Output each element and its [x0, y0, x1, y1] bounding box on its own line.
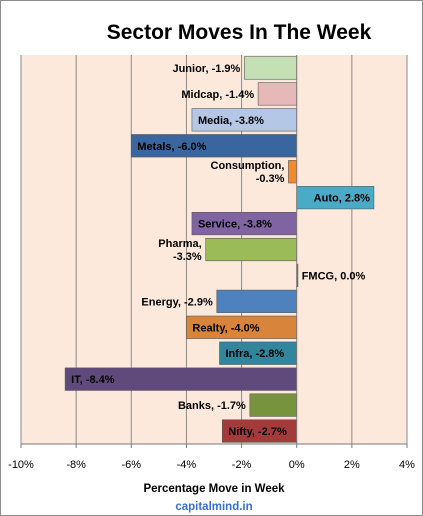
data-label: Realty, -4.0% [192, 322, 259, 334]
data-labels: Junior, -1.9% Midcap, -1.4% Media, -3.8% Me… [71, 63, 370, 438]
data-label: Nifty, -2.7% [228, 426, 287, 438]
x-tick-label: -8% [66, 459, 86, 471]
data-label: Metals, -6.0% [137, 141, 206, 153]
data-label: Junior, -1.9% [172, 63, 240, 75]
data-label: Media, -3.8% [198, 115, 264, 127]
data-label: Consumption, [211, 160, 285, 172]
data-label: Midcap, -1.4% [181, 89, 254, 101]
data-label: Auto, 2.8% [314, 193, 370, 205]
data-label: -3.3% [173, 251, 202, 263]
x-tick-label: -2% [232, 459, 252, 471]
x-tick-label: 2% [344, 459, 360, 471]
x-tick-label: -10% [8, 459, 34, 471]
bars [21, 55, 407, 445]
x-axis-title: Percentage Move in Week [143, 483, 285, 495]
data-label: FMCG, 0.0% [302, 270, 366, 282]
gridlines [20, 55, 408, 444]
x-tick-label: 4% [399, 459, 415, 471]
x-tick-label: 0% [289, 459, 305, 471]
data-label: Infra, -2.8% [226, 348, 285, 360]
bar-midcap [257, 82, 298, 106]
data-label: IT, -8.4% [71, 374, 115, 386]
data-label: Banks, -1.7% [178, 400, 246, 412]
data-label: Service, -3.8% [198, 219, 272, 231]
bar-energy [216, 289, 298, 313]
x-tick-label: -4% [177, 459, 197, 471]
x-axis-ticks: -10% -8% -6% -4% -2% 0% 2% 4% [8, 444, 415, 471]
data-label: Energy, -2.9% [141, 296, 213, 308]
source-label: capitalmind.in [175, 501, 252, 513]
chart-title: Sector Moves In The Week [107, 21, 372, 44]
x-tick-label: -6% [122, 459, 142, 471]
bar-banks [249, 393, 298, 417]
bar-consumption [288, 160, 298, 184]
bar-pharma [205, 237, 298, 262]
bar-junior [244, 56, 298, 80]
data-label: Pharma, [158, 238, 201, 250]
data-label: -0.3% [256, 173, 285, 185]
